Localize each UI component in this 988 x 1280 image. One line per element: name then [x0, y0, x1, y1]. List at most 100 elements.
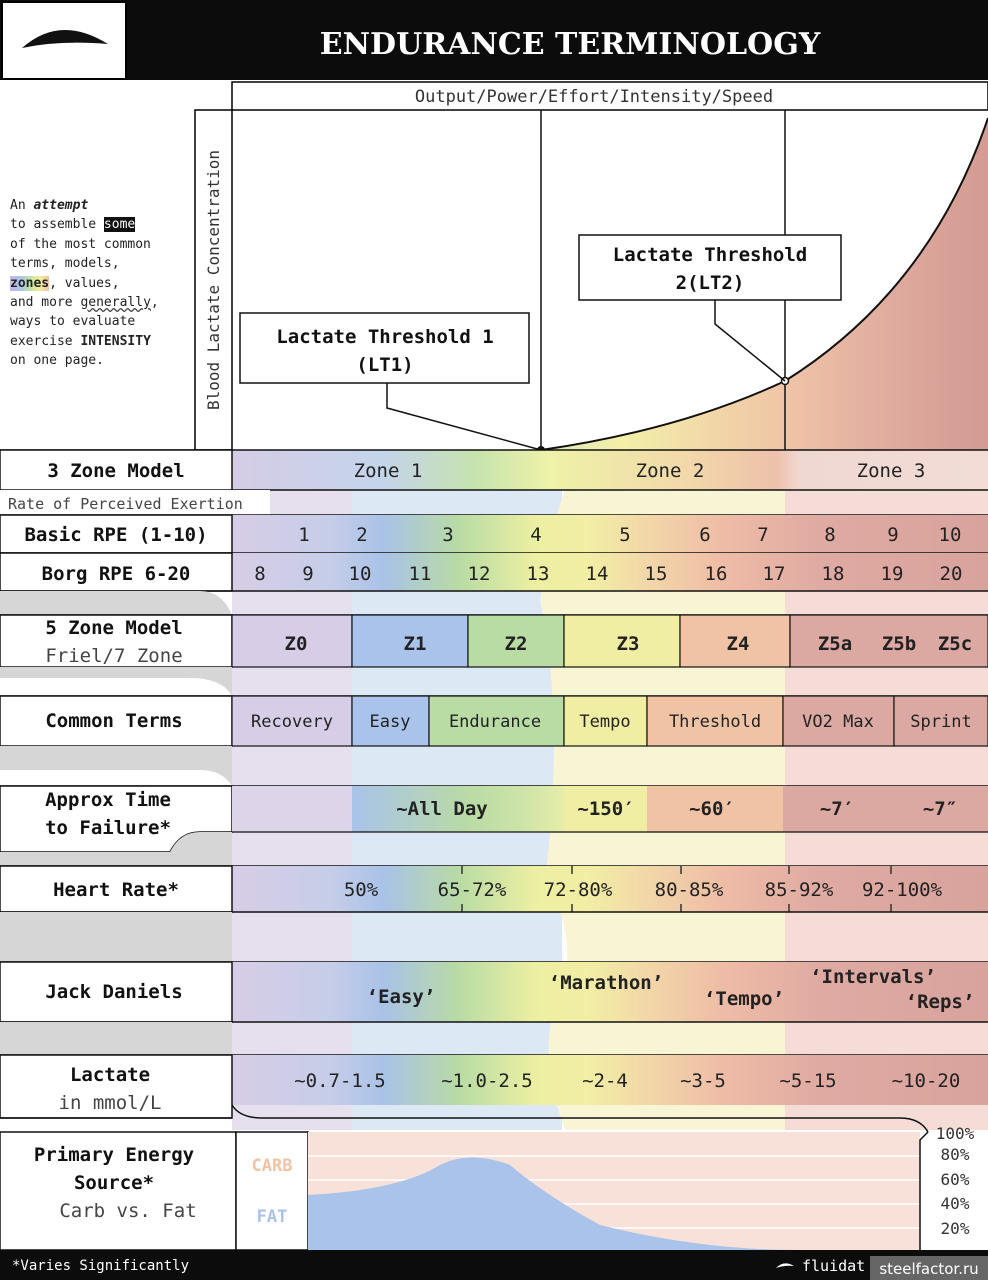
intro-line: exercise INTENSITY [10, 332, 194, 351]
term-value: Threshold [669, 712, 761, 732]
percent-axis [920, 1132, 988, 1250]
ttf-value: ~7′ [820, 798, 854, 820]
lt2-box [578, 234, 842, 301]
swoosh-logo-icon [22, 29, 108, 48]
borg-value: 19 [881, 563, 904, 585]
watermark: steelfactor.ru [879, 1260, 978, 1278]
term-cell-endurance [428, 695, 565, 747]
jd-value: ‘Intervals’ [810, 966, 936, 988]
zone5-cell-z4 [679, 614, 791, 668]
ttf-label-line2: to Failure* [45, 817, 171, 839]
jd-value: ‘Marathon’ [549, 972, 663, 994]
basic-rpe-value: 2 [356, 524, 367, 546]
term-value: VO2 Max [802, 712, 874, 732]
zone5-cell-z5 [789, 614, 988, 668]
intro-rainbow-highlight: zones [10, 275, 50, 291]
jd-strip [232, 962, 988, 1022]
lactate-value: ~2-4 [582, 1070, 628, 1092]
gap-tab [0, 1022, 232, 1055]
lactate-bracket [231, 1104, 929, 1133]
zone3-zone2: Zone 2 [636, 460, 705, 482]
borg-value: 20 [940, 563, 963, 585]
x-axis-bar [231, 81, 988, 111]
percent-tick: 100% [936, 1124, 975, 1143]
borg-value: 17 [763, 563, 786, 585]
zone5-value: Z2 [505, 633, 528, 655]
hr-values: 50% 65-72% 72-80% 80-85% 85-92% 92-100% [344, 879, 943, 901]
lactate-curve [540, 117, 988, 451]
basic-rpe-value: 5 [619, 524, 630, 546]
intro-fragment: on one page. [10, 353, 104, 369]
zone5-value: Z3 [617, 633, 640, 655]
intro-line: to assemble some [10, 215, 194, 234]
lactate-label-line2: in mmol/L [59, 1092, 162, 1114]
jd-value: ‘Easy’ [367, 986, 436, 1008]
lactate-strip [232, 1055, 988, 1105]
term-value: Easy [370, 712, 411, 732]
ttf-cell-7min [783, 786, 988, 832]
ttf-cell-allday [352, 786, 564, 832]
intro-fragment: ways to evaluate [10, 314, 136, 330]
hr-value: 80-85% [655, 879, 724, 901]
lt1-label-line1: Lactate Threshold 1 [276, 326, 493, 348]
borg-value: 14 [586, 563, 609, 585]
percent-ticks: 100% 80% 60% 40% 20% [936, 1124, 975, 1238]
ttf-value: ~All Day [396, 798, 488, 820]
ttf-values: ~All Day ~150′ ~60′ ~7′ ~7″ [396, 798, 957, 820]
term-value: Sprint [910, 712, 971, 732]
lt2-label-line1: Lactate Threshold [613, 244, 807, 266]
energy-label-line3: Carb vs. Fat [59, 1200, 196, 1222]
jd-values: ‘Easy’ ‘Marathon’ ‘Tempo’ ‘Intervals’ ‘Reps’ [367, 966, 975, 1013]
borg-values: 8 9 10 11 12 13 14 15 16 17 18 19 20 [254, 563, 962, 585]
jd-value: ‘Tempo’ [704, 988, 784, 1010]
y-axis-label: Blood Lactate Concentration [204, 150, 223, 410]
borg-label-cell [0, 552, 233, 592]
intro-line: An attempt [10, 196, 194, 215]
gap-tab [0, 746, 232, 786]
zone5-value: Z4 [727, 633, 750, 655]
term-cell-easy [351, 695, 430, 747]
hr-value: 50% [344, 879, 379, 901]
lt1-label-line2: (LT1) [356, 354, 413, 376]
intro-line: and more generally, [10, 293, 194, 312]
footer-note: *Varies Significantly [12, 1258, 189, 1274]
basic-rpe-value: 9 [887, 524, 898, 546]
intro-line: zones, values, [10, 274, 194, 293]
hr-value: 72-80% [544, 879, 613, 901]
lt2-label-line2: 2(LT2) [676, 272, 745, 294]
intro-emphasis: attempt [33, 198, 89, 213]
lactate-curve-area [541, 118, 988, 450]
percent-tick: 20% [941, 1219, 970, 1238]
percent-bracket [919, 1131, 929, 1250]
header-bar [0, 0, 988, 80]
intro-line: ways to evaluate [10, 312, 194, 331]
basic-rpe-value: 6 [699, 524, 710, 546]
zone3-zone1: Zone 1 [354, 460, 423, 482]
jd-value: ‘Reps’ [906, 991, 975, 1013]
intro-wavy: generally [80, 295, 151, 311]
lactate-label-line1: Lactate [70, 1064, 150, 1086]
borg-value: 10 [349, 563, 372, 585]
percent-tick: 80% [941, 1145, 970, 1164]
zone5-cell-z3 [563, 614, 681, 668]
term-value: Endurance [449, 712, 541, 732]
intro-bold: INTENSITY [80, 333, 151, 349]
carb-legend: CARB [252, 1156, 293, 1176]
intro-fragment: , [150, 295, 159, 311]
basic-rpe-values: 1 2 3 4 5 6 7 8 9 10 [298, 524, 961, 546]
percent-tick: 40% [941, 1194, 970, 1213]
zone5-value: Z5b [882, 633, 916, 655]
jd-label-cell [0, 961, 233, 1023]
watermark-box [870, 1256, 988, 1280]
lactate-value: ~5-15 [779, 1070, 836, 1092]
energy-label-line2: Source* [74, 1172, 154, 1194]
ttf-value: ~60′ [689, 798, 735, 820]
zone5-value: Z5c [938, 633, 972, 655]
ttf-cell-recovery [232, 786, 352, 832]
intro-fragment: of the most common [10, 236, 151, 252]
zone5-value: Z5a [818, 633, 852, 655]
zone3-label: 3 Zone Model [47, 460, 184, 482]
fat-legend: FAT [257, 1207, 288, 1227]
gap-tab [0, 832, 232, 866]
